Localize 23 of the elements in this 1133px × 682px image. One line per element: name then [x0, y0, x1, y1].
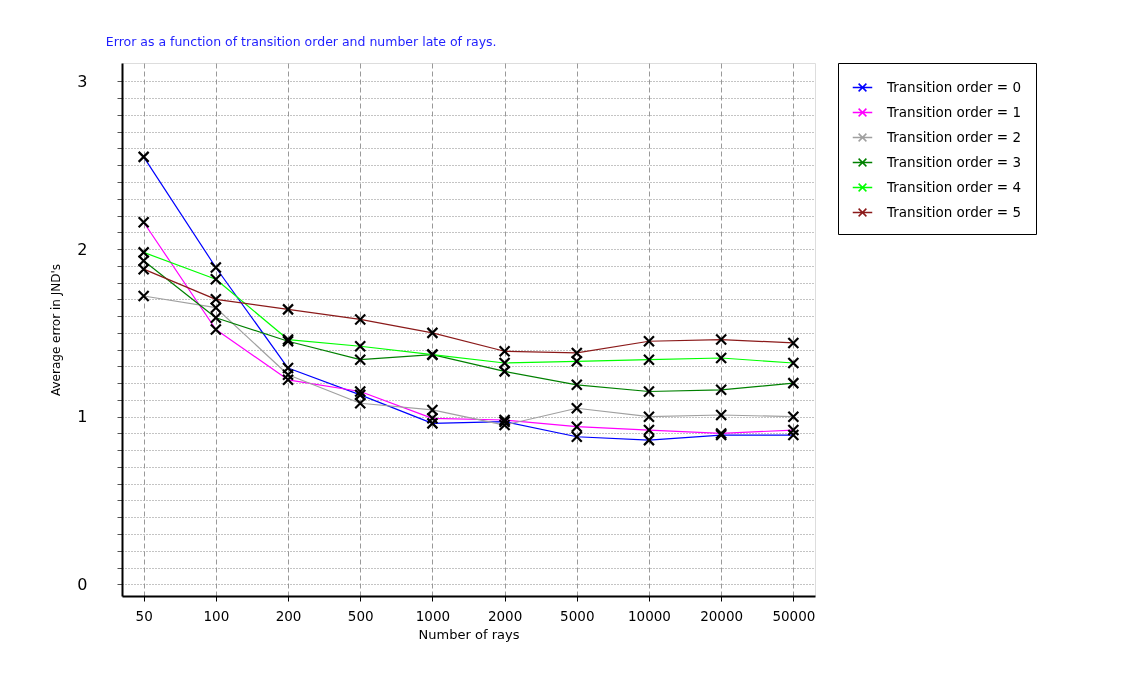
chart-title: Error as a function of transition order and number late of rays. [105, 34, 497, 49]
x-tick-label: 50 [135, 607, 153, 624]
y-axis-title: Average error in JND's [49, 263, 64, 397]
x-tick-label: 200 [275, 607, 302, 624]
x-tick-label: 50000 [772, 607, 816, 624]
x-axis-title: Number of rays [418, 627, 520, 642]
x-tick-label: 10000 [627, 607, 671, 624]
y-tick-label: 2 [77, 239, 88, 259]
legend-label: Transition order = 4 [886, 178, 1022, 195]
x-tick-label: 20000 [700, 607, 744, 624]
legend-label: Transition order = 2 [886, 128, 1022, 145]
x-tick-label: 2000 [487, 607, 523, 624]
x-tick-label: 500 [347, 607, 374, 624]
legend-label: Transition order = 5 [886, 203, 1022, 220]
y-tick-label: 0 [77, 574, 88, 594]
y-tick-label: 3 [77, 71, 88, 91]
x-tick-label: 100 [203, 607, 230, 624]
legend-label: Transition order = 0 [886, 78, 1022, 95]
legend-label: Transition order = 3 [886, 153, 1022, 170]
legend-label: Transition order = 1 [886, 103, 1022, 120]
x-tick-label: 1000 [415, 607, 451, 624]
y-tick-label: 1 [77, 407, 88, 427]
x-tick-label: 5000 [560, 607, 595, 624]
